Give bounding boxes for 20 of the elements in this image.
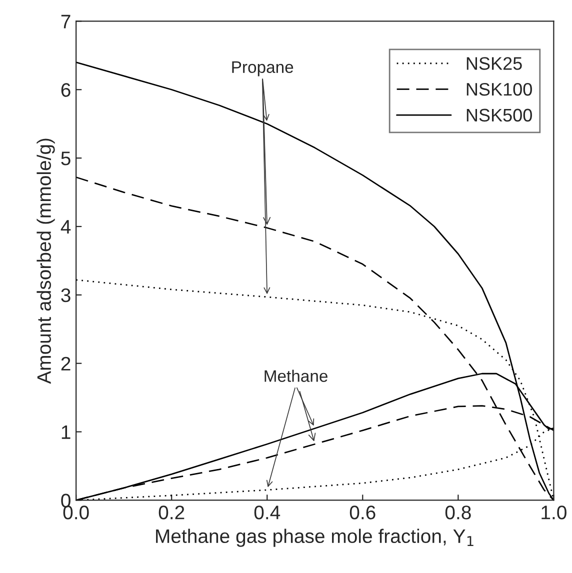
- annotation: Propane: [232, 61, 294, 76]
- y-tick-label: 5: [61, 152, 70, 166]
- x-tick-label: 0.2: [158, 506, 184, 520]
- x-tick-label: 0.4: [254, 506, 280, 520]
- y-tick-label: 7: [61, 14, 70, 28]
- y-tick-label: 1: [62, 425, 70, 439]
- y-tick-label: 6: [61, 83, 70, 97]
- y-axis-title: Amount adsorbed (mmole/g): [36, 138, 55, 384]
- legend-label: NSK25: [466, 57, 522, 70]
- x-tick-label: 0.8: [445, 506, 471, 520]
- legend-label: NSK500: [466, 108, 532, 122]
- y-tick-label: 3: [61, 288, 70, 302]
- x-tick-label: 0.0: [63, 506, 89, 520]
- x-tick-label: 0.6: [350, 506, 376, 520]
- x-axis-title: Methane gas phase mole fraction, Y$_{1}$: [156, 528, 474, 547]
- annotation: Methane: [264, 370, 328, 382]
- y-tick-label: 4: [60, 220, 71, 234]
- x-tick-label: 1.0: [542, 506, 566, 520]
- y-tick-label: 2: [61, 356, 70, 370]
- legend-label: NSK100: [466, 82, 532, 96]
